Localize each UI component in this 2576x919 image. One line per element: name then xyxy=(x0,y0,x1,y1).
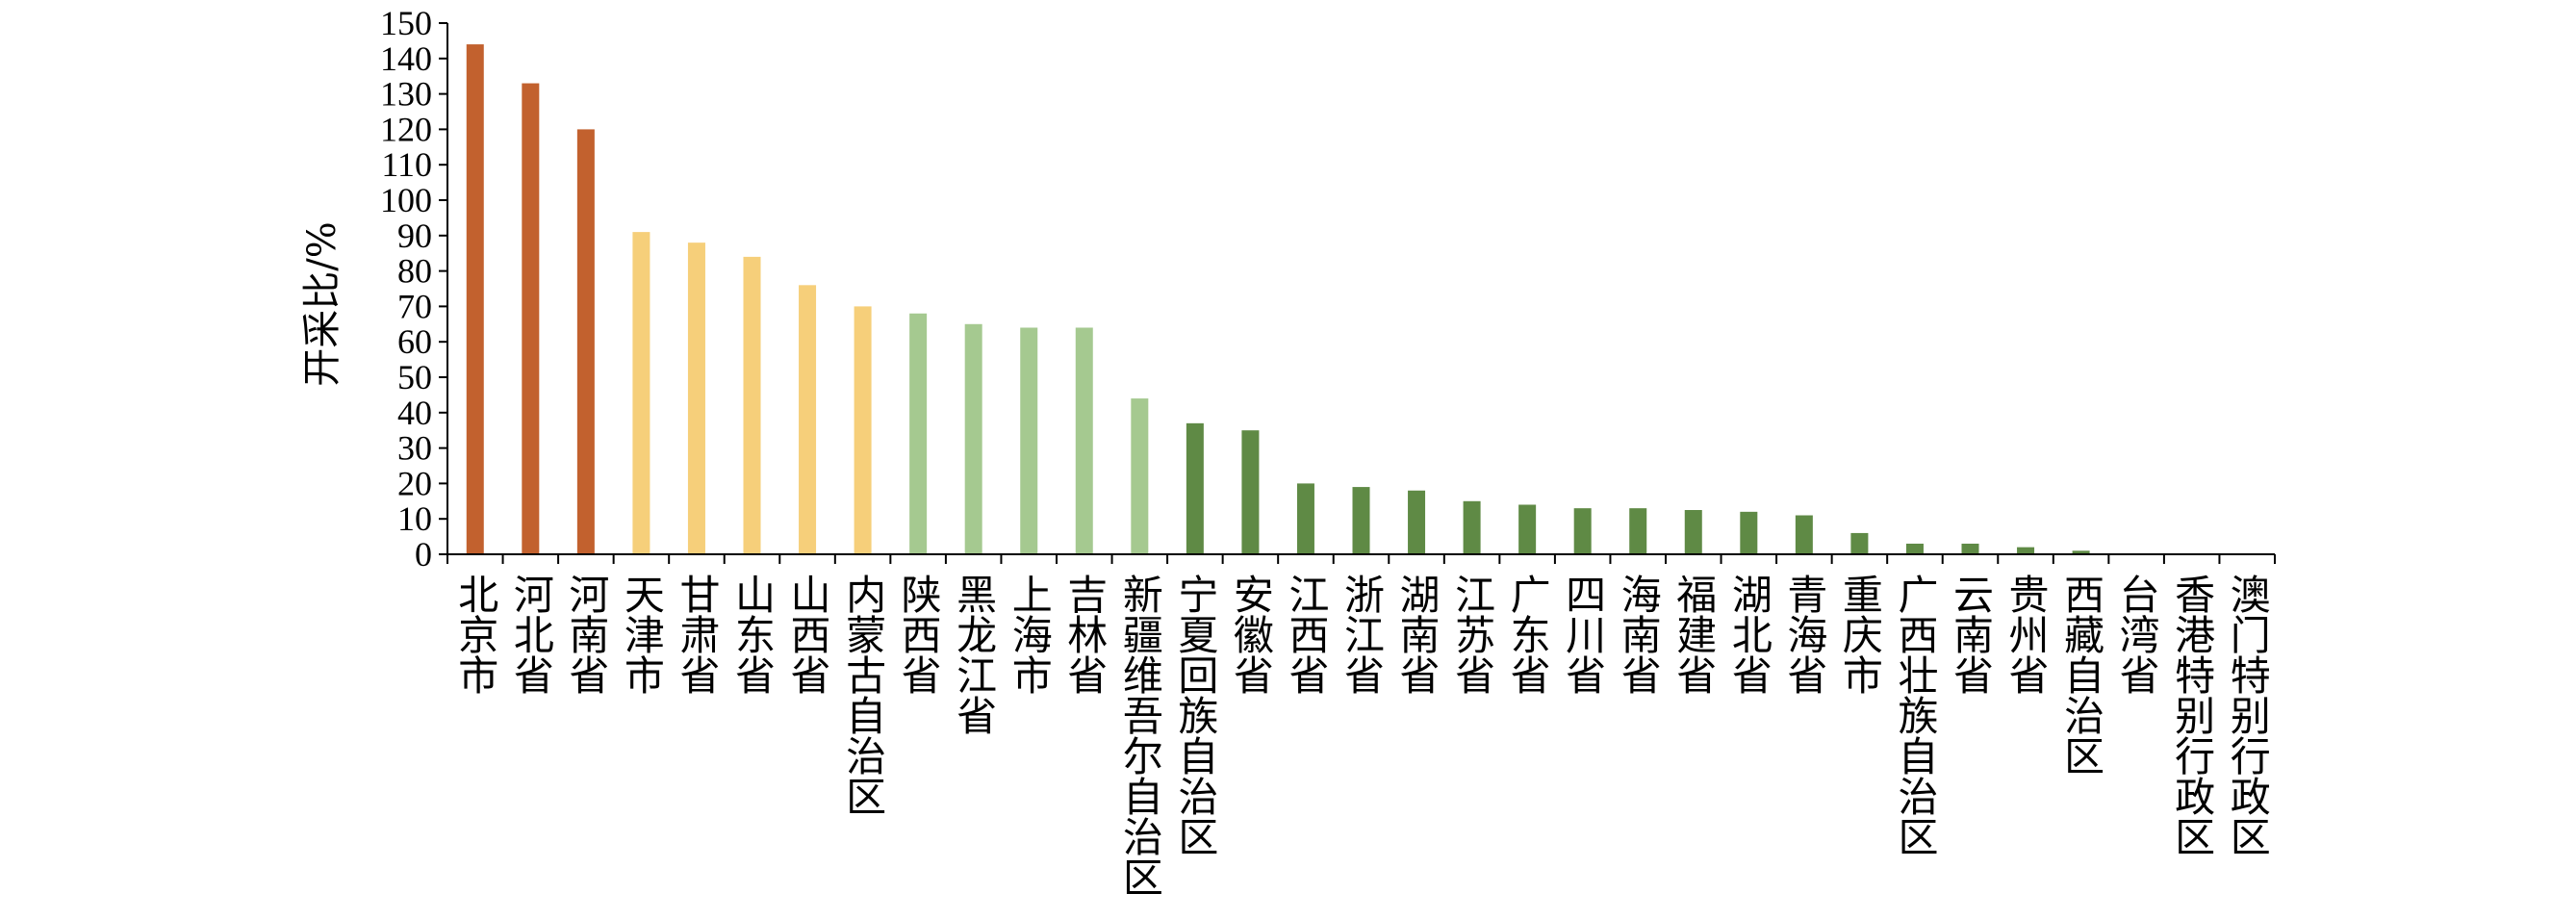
y-tick-label: 110 xyxy=(381,145,432,184)
bar-19 xyxy=(1463,500,1481,554)
bar-29 xyxy=(2017,547,2035,554)
bars-group xyxy=(466,44,2090,554)
y-tick-label: 100 xyxy=(380,181,432,219)
bar-27 xyxy=(1905,543,1924,554)
y-tick-label: 20 xyxy=(397,464,432,502)
y-tick-label: 120 xyxy=(380,110,432,148)
y-tick-label: 140 xyxy=(380,39,432,78)
y-tick-label: 0 xyxy=(415,535,432,574)
bar-3 xyxy=(576,129,595,554)
bar-26 xyxy=(1850,532,1869,554)
y-tick-label: 90 xyxy=(397,217,432,255)
bar-28 xyxy=(1961,543,1979,554)
bar-6 xyxy=(743,256,761,554)
x-axis-ticks xyxy=(446,554,2276,564)
y-tick-label: 50 xyxy=(397,358,432,396)
y-tick-label: 150 xyxy=(380,4,432,42)
bar-30 xyxy=(2072,550,2090,554)
y-tick-label: 10 xyxy=(397,499,432,538)
y-tick-label: 60 xyxy=(397,322,432,361)
bar-1 xyxy=(466,44,484,554)
bar-12 xyxy=(1075,327,1093,554)
bar-22 xyxy=(1629,508,1647,554)
y-tick-label: 30 xyxy=(397,429,432,468)
y-tick-label: 70 xyxy=(397,287,432,325)
bar-5 xyxy=(687,243,705,554)
y-axis-title: 开采比/% xyxy=(300,221,344,386)
y-tick-label: 130 xyxy=(380,75,432,114)
bar-16 xyxy=(1296,483,1314,554)
bar-11 xyxy=(1020,327,1038,554)
bar-15 xyxy=(1241,430,1260,554)
bar-13 xyxy=(1131,398,1149,554)
bar-23 xyxy=(1684,510,1702,554)
bar-2 xyxy=(522,83,540,554)
bar-18 xyxy=(1408,490,1426,554)
bar-14 xyxy=(1186,422,1204,554)
bar-24 xyxy=(1740,511,1758,554)
bar-10 xyxy=(964,323,982,554)
bar-4 xyxy=(632,232,650,554)
bar-9 xyxy=(909,313,928,554)
y-tick-label: 80 xyxy=(397,252,432,291)
bar-21 xyxy=(1573,508,1592,554)
bar-7 xyxy=(799,285,817,554)
bar-20 xyxy=(1518,504,1537,554)
y-tick-label: 40 xyxy=(397,394,432,432)
bar-8 xyxy=(854,306,872,554)
bar-25 xyxy=(1795,515,1813,554)
bar-17 xyxy=(1352,487,1370,554)
